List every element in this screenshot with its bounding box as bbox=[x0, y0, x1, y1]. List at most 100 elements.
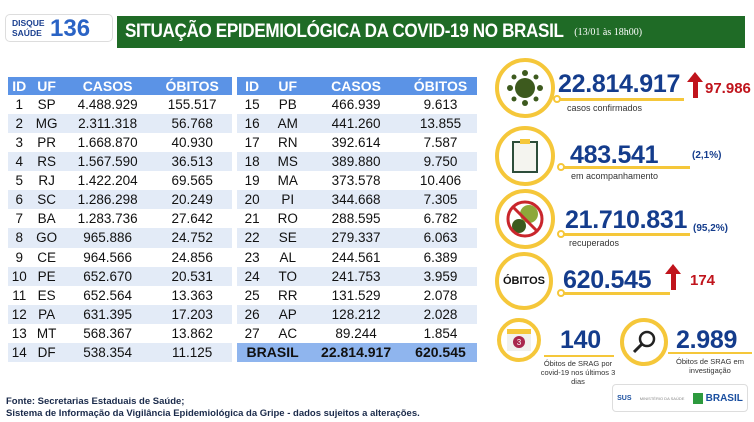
col-id: ID bbox=[8, 77, 31, 95]
row-id: 27 bbox=[244, 325, 260, 341]
table-row: 7 BA 1.283.736 27.642 bbox=[8, 209, 232, 228]
table-row: 13 MT 568.367 13.862 bbox=[8, 324, 232, 343]
row-casos: 466.939 bbox=[331, 97, 381, 113]
col-obitos: ÓBITOS bbox=[403, 77, 477, 95]
row-obitos: 10.406 bbox=[419, 173, 462, 189]
table-row: 6 SC 1.286.298 20.249 bbox=[8, 190, 232, 210]
row-id: 13 bbox=[11, 325, 27, 341]
total-obitos: 620.545 bbox=[403, 342, 477, 362]
row-id: 3 bbox=[15, 135, 23, 151]
row-uf: SC bbox=[30, 190, 63, 210]
table-row: 24 TO 241.753 3.959 bbox=[237, 266, 477, 286]
row-casos: 131.529 bbox=[331, 287, 381, 303]
row-id: 8 bbox=[8, 228, 31, 248]
row-casos: 344.668 bbox=[308, 190, 404, 210]
clipboard-icon bbox=[495, 126, 555, 186]
row-casos: 652.564 bbox=[83, 287, 132, 303]
row-id: 12 bbox=[8, 304, 31, 324]
table-row: 18 MS 389.880 9.750 bbox=[237, 152, 477, 172]
row-uf: PI bbox=[267, 190, 309, 210]
monitoring-pct: (2,1%) bbox=[692, 150, 722, 161]
row-uf: RN bbox=[278, 135, 298, 151]
report-date: (13/01 às 18h00) bbox=[574, 26, 643, 38]
table-row: 16 AM 441.260 13.855 bbox=[237, 114, 477, 134]
table-row: 25 RR 131.529 2.078 bbox=[237, 286, 477, 305]
row-casos: 965.886 bbox=[62, 228, 153, 248]
row-obitos: 9.750 bbox=[403, 152, 477, 172]
row-obitos: 6.063 bbox=[403, 228, 477, 248]
row-uf: MS bbox=[267, 152, 309, 172]
row-uf: AL bbox=[279, 249, 297, 265]
row-uf: TO bbox=[267, 266, 309, 286]
table-row: 21 RO 288.595 6.782 bbox=[237, 209, 477, 228]
row-id: 16 bbox=[237, 114, 268, 134]
table-row: 4 RS 1.567.590 36.513 bbox=[8, 152, 232, 172]
row-id: 26 bbox=[237, 304, 268, 324]
svg-text:3: 3 bbox=[517, 338, 522, 347]
row-obitos: 2.078 bbox=[423, 287, 458, 303]
col-uf: UF bbox=[267, 77, 309, 95]
table-row: 27 AC 89.244 1.854 bbox=[237, 324, 477, 343]
source-line-2: Sistema de Informação da Vigilância Epid… bbox=[6, 408, 420, 419]
sus-logo: SUS bbox=[617, 394, 632, 402]
row-id: 18 bbox=[237, 152, 268, 172]
row-uf: PA bbox=[30, 304, 63, 324]
row-obitos: 13.855 bbox=[403, 114, 477, 134]
page-title: SITUAÇÃO EPIDEMIOLÓGICA DA COVID-19 NO B… bbox=[125, 21, 564, 42]
row-uf: MG bbox=[30, 114, 63, 134]
row-obitos: 3.959 bbox=[403, 266, 477, 286]
row-obitos: 69.565 bbox=[171, 173, 213, 189]
row-uf: BA bbox=[37, 211, 56, 227]
monitoring-value: 483.541 bbox=[570, 141, 659, 169]
row-id: 1 bbox=[15, 97, 23, 113]
row-uf: SE bbox=[267, 228, 309, 248]
virus-prohibited-icon bbox=[495, 189, 555, 249]
row-casos: 4.488.929 bbox=[77, 97, 138, 113]
calendar-icon: 3 bbox=[497, 318, 541, 362]
row-id: 14 bbox=[8, 342, 31, 362]
srag-investigation-label: Óbitos de SRAG em investigação bbox=[676, 357, 744, 375]
row-id: 5 bbox=[15, 173, 23, 189]
row-casos: 2.311.318 bbox=[62, 114, 153, 134]
row-obitos: 2.028 bbox=[403, 304, 477, 324]
row-obitos: 7.305 bbox=[403, 190, 477, 210]
row-obitos: 20.531 bbox=[152, 266, 232, 286]
table-row: 3 PR 1.668.870 40.930 bbox=[8, 133, 232, 152]
virus-icon bbox=[495, 58, 555, 118]
states-table-left: ID UF CASOS ÓBITOS 1 SP 4.488.929 155.517 2 M… bbox=[8, 77, 232, 362]
srag-investigation-value: 2.989 bbox=[676, 326, 738, 354]
row-casos: 1.422.204 bbox=[77, 173, 138, 189]
row-id: 2 bbox=[8, 114, 31, 134]
col-obitos: ÓBITOS bbox=[152, 77, 232, 95]
row-obitos: 9.613 bbox=[423, 97, 458, 113]
total-casos: 22.814.917 bbox=[308, 342, 404, 362]
table-row: 1 SP 4.488.929 155.517 bbox=[8, 95, 232, 114]
table-row: 14 DF 538.354 11.125 bbox=[8, 342, 232, 362]
states-table-right: ID UF CASOS ÓBITOS 15 PB 466.939 9.613 16 AM 4… bbox=[237, 77, 477, 362]
row-id: 7 bbox=[15, 211, 23, 227]
obitos-badge: ÓBITOS bbox=[495, 252, 553, 310]
table-row: 19 MA 373.578 10.406 bbox=[237, 171, 477, 190]
row-obitos: 27.642 bbox=[171, 211, 213, 227]
magnifier-icon bbox=[620, 318, 668, 366]
row-uf: DF bbox=[30, 342, 63, 362]
row-uf: RR bbox=[278, 287, 298, 303]
recovered-value: 21.710.831 bbox=[565, 206, 688, 234]
row-id: 24 bbox=[237, 266, 268, 286]
row-casos: 1.567.590 bbox=[62, 152, 153, 172]
row-obitos: 20.249 bbox=[152, 190, 232, 210]
arrow-up-icon bbox=[665, 264, 681, 290]
row-uf: GO bbox=[30, 228, 63, 248]
table-row: 9 CE 964.566 24.856 bbox=[8, 248, 232, 267]
table-row: 11 ES 652.564 13.363 bbox=[8, 286, 232, 305]
row-casos: 1.286.298 bbox=[62, 190, 153, 210]
table-row: 26 AP 128.212 2.028 bbox=[237, 304, 477, 324]
col-casos: CASOS bbox=[308, 77, 404, 95]
recovered-pct: (95,2%) bbox=[693, 223, 729, 234]
row-uf: ES bbox=[37, 287, 56, 303]
row-casos: 89.244 bbox=[335, 325, 377, 341]
table-row: 15 PB 466.939 9.613 bbox=[237, 95, 477, 114]
total-label: BRASIL bbox=[237, 342, 309, 362]
col-uf: UF bbox=[30, 77, 63, 95]
row-obitos: 13.363 bbox=[171, 287, 213, 303]
